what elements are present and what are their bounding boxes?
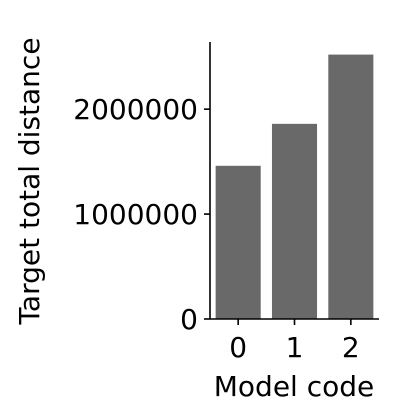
y-ticks-group: 0 1000000 2000000 [73, 93, 210, 336]
bar-2 [328, 54, 374, 319]
y-axis-label: Target total distance [13, 37, 46, 325]
bar-1 [271, 123, 318, 319]
bar-0 [215, 165, 261, 319]
x-ticks-group: 0 1 2 [229, 319, 360, 364]
y-tick-label: 0 [180, 303, 198, 336]
y-tick-label: 2000000 [73, 93, 198, 126]
x-tick-label: 1 [286, 331, 304, 364]
x-tick-label: 0 [229, 331, 247, 364]
x-axis-label: Model code [214, 370, 375, 403]
bars-group [215, 54, 374, 319]
x-tick-label: 2 [342, 331, 360, 364]
y-tick-label: 1000000 [73, 198, 198, 231]
